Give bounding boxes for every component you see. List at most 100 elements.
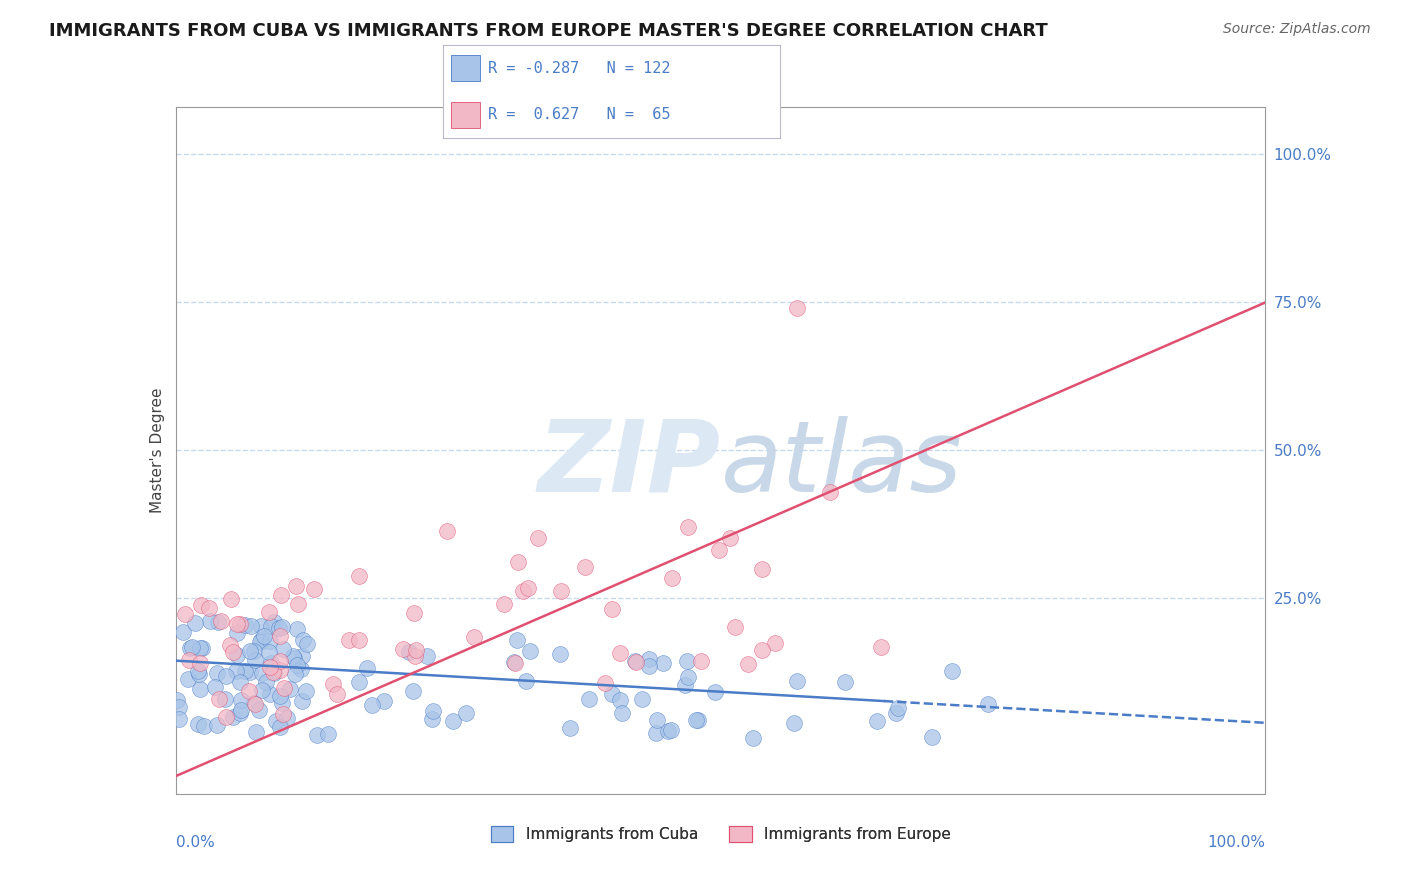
Point — [291, 694, 314, 708]
Point — [624, 654, 647, 668]
Point — [865, 714, 887, 728]
Text: 100.0%: 100.0% — [1208, 835, 1265, 850]
Point — [207, 691, 229, 706]
Point — [652, 656, 675, 670]
Point — [273, 681, 295, 695]
Point — [190, 598, 212, 612]
Point — [676, 669, 699, 683]
Point — [260, 657, 283, 671]
Point — [295, 637, 318, 651]
Text: R = -0.287   N = 122: R = -0.287 N = 122 — [488, 61, 671, 76]
Point — [741, 731, 763, 745]
Point — [177, 672, 200, 686]
Point — [515, 673, 537, 688]
Point — [505, 657, 527, 671]
Point — [221, 591, 243, 606]
Point — [198, 601, 221, 615]
Point — [517, 581, 540, 595]
Point — [290, 662, 312, 676]
Point — [278, 681, 301, 696]
Point — [193, 719, 215, 733]
Point — [326, 687, 349, 701]
Point — [270, 620, 292, 634]
Point — [259, 660, 281, 674]
Point — [463, 631, 485, 645]
Point — [976, 697, 998, 711]
Point — [250, 665, 273, 680]
Point — [238, 684, 260, 698]
Y-axis label: Master's Degree: Master's Degree — [149, 388, 165, 513]
Point — [262, 665, 284, 679]
Point — [239, 619, 262, 633]
Point — [283, 651, 305, 665]
Point — [257, 605, 280, 619]
Point — [676, 520, 699, 534]
Point — [441, 714, 464, 728]
Point — [253, 629, 276, 643]
Point — [229, 617, 252, 632]
Point — [214, 692, 236, 706]
Point — [229, 703, 252, 717]
Point — [574, 560, 596, 574]
Point — [786, 301, 808, 316]
Point — [356, 661, 378, 675]
Point — [644, 726, 666, 740]
Point — [422, 704, 444, 718]
Point — [226, 648, 249, 663]
Point — [526, 531, 548, 545]
Point — [285, 657, 308, 672]
Point — [250, 683, 273, 698]
Point — [259, 633, 281, 648]
Point — [269, 720, 291, 734]
Point — [218, 638, 240, 652]
Point — [661, 571, 683, 585]
Point — [174, 607, 197, 622]
FancyBboxPatch shape — [451, 55, 479, 81]
Point — [609, 692, 631, 706]
Point — [205, 666, 228, 681]
Point — [221, 645, 243, 659]
Point — [887, 701, 910, 715]
Point — [285, 622, 308, 636]
Point — [226, 616, 249, 631]
Point — [229, 706, 252, 720]
Point — [685, 714, 707, 728]
Point — [229, 675, 252, 690]
Point — [284, 667, 307, 681]
Point — [184, 615, 207, 630]
Point — [276, 711, 298, 725]
Point — [818, 484, 841, 499]
Point — [347, 632, 370, 647]
Point — [415, 648, 437, 663]
Point — [404, 648, 426, 663]
Point — [179, 640, 201, 655]
Point — [718, 531, 741, 545]
Point — [259, 687, 281, 701]
Point — [436, 524, 458, 538]
Point — [921, 731, 943, 745]
Point — [188, 641, 211, 656]
Point — [294, 684, 316, 698]
Point — [512, 583, 534, 598]
Point — [645, 713, 668, 727]
Point — [250, 619, 273, 633]
Text: R =  0.627   N =  65: R = 0.627 N = 65 — [488, 107, 671, 122]
Point — [402, 606, 425, 620]
Point — [245, 652, 267, 666]
Text: atlas: atlas — [721, 416, 962, 513]
Point — [659, 723, 682, 737]
Point — [834, 675, 856, 690]
FancyBboxPatch shape — [451, 103, 479, 128]
Point — [558, 721, 581, 735]
Point — [188, 666, 211, 681]
Point — [420, 712, 443, 726]
Text: ZIP: ZIP — [537, 416, 721, 513]
Text: IMMIGRANTS FROM CUBA VS IMMIGRANTS FROM EUROPE MASTER'S DEGREE CORRELATION CHART: IMMIGRANTS FROM CUBA VS IMMIGRANTS FROM … — [49, 22, 1047, 40]
Point — [869, 640, 891, 654]
Point — [688, 714, 710, 728]
Point — [190, 656, 212, 670]
Point — [322, 676, 344, 690]
Point — [287, 598, 309, 612]
Point — [291, 648, 314, 663]
Point — [630, 691, 652, 706]
